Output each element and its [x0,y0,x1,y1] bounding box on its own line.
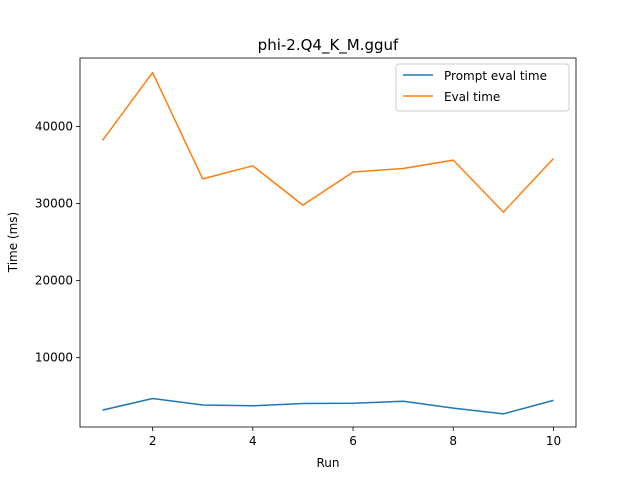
x-axis-label: Run [316,456,339,470]
y-axis-ticks: 10000 20000 30000 40000 [35,120,80,365]
y-tick-label: 30000 [35,197,73,211]
y-tick-label: 40000 [35,120,73,134]
chart-title: phi-2.Q4_K_M.gguf [258,36,399,55]
y-tick-label: 10000 [35,351,73,365]
plot-area [79,57,577,428]
x-tick-label: 8 [449,434,457,448]
series-lines [101,71,555,415]
x-tick-label: 4 [249,434,257,448]
x-tick-label: 6 [349,434,357,448]
y-axis-label: Time (ms) [6,212,20,274]
x-tick-label: 2 [149,434,157,448]
series-line-eval-time [101,71,555,213]
y-tick-label: 20000 [35,274,73,288]
legend-box [395,63,570,112]
legend: Prompt eval time Eval time [395,63,570,112]
x-tick-label: 10 [546,434,561,448]
legend-label: Eval time [444,90,500,104]
series-line-prompt-eval-time [102,397,554,415]
legend-label: Prompt eval time [444,69,547,83]
x-axis-ticks: 2 4 6 8 10 [149,427,561,448]
